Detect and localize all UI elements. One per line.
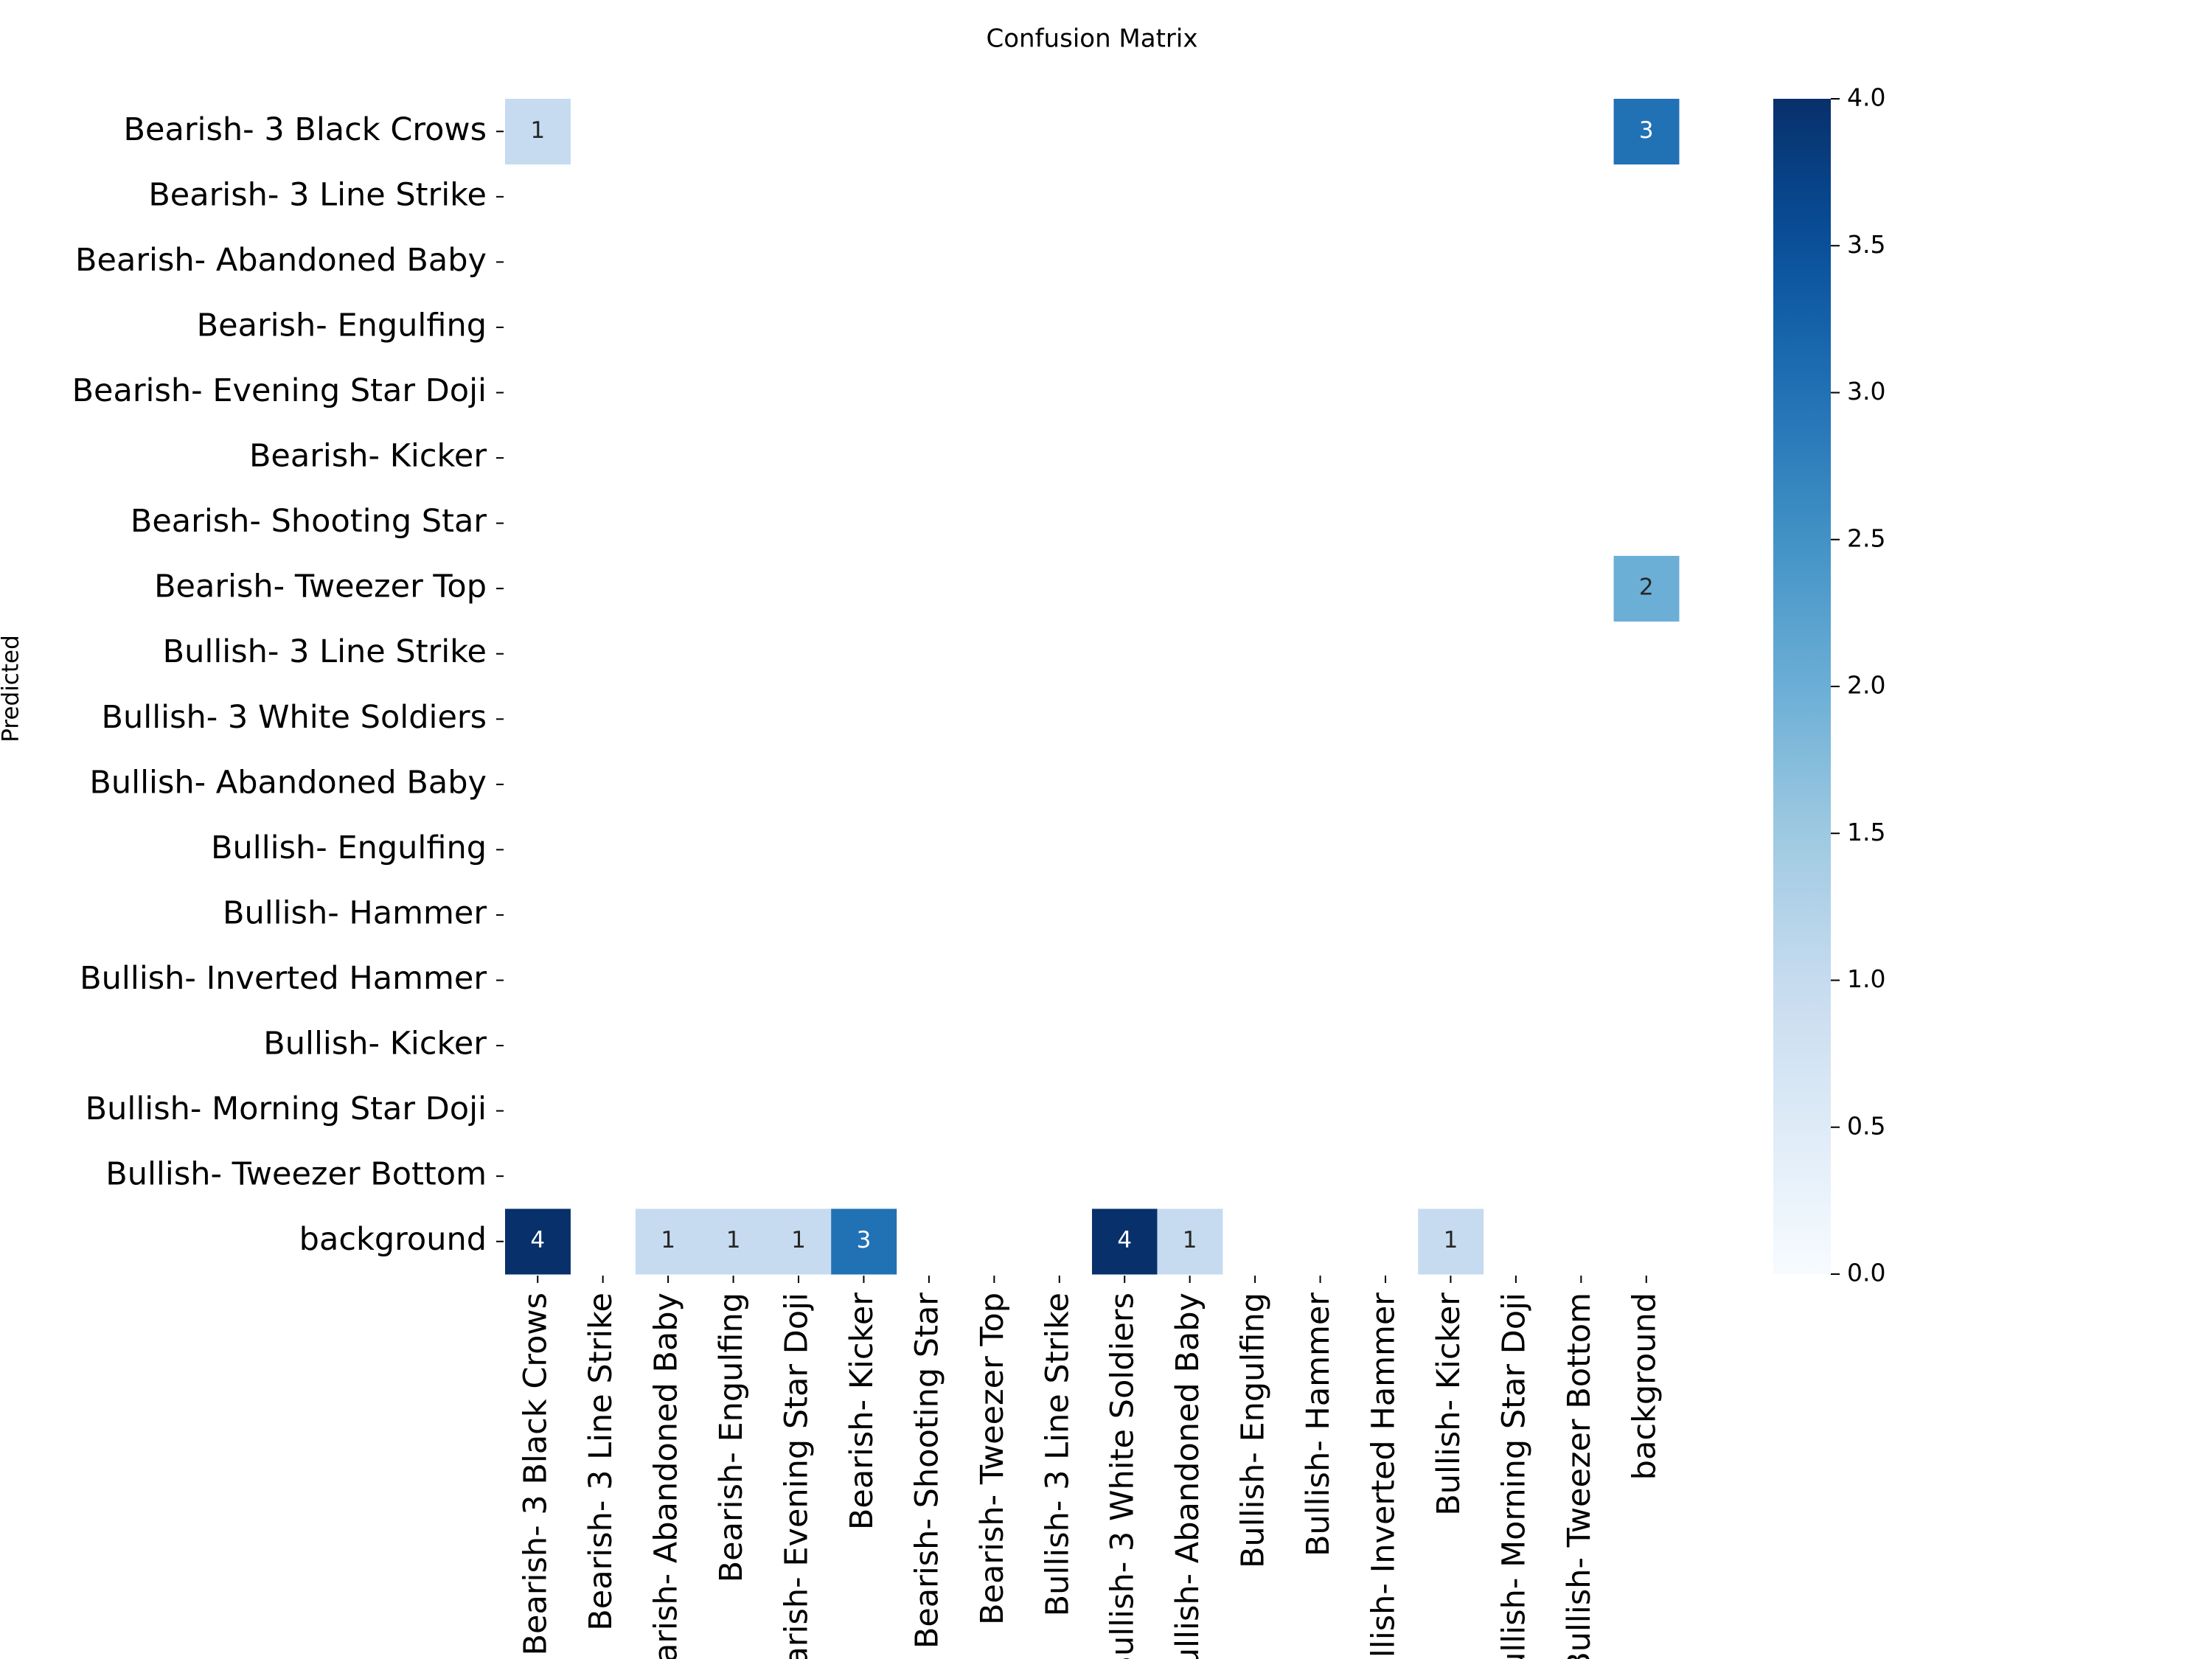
- x-tick-label: Bullish- Inverted Hammer: [1366, 1293, 1402, 1659]
- x-tick-label: Bullish- 3 White Soldiers: [1105, 1293, 1141, 1659]
- heatmap-cell: [765, 1208, 832, 1275]
- cell-label: 3: [1639, 117, 1654, 144]
- heatmap-cell: [1613, 555, 1680, 622]
- y-tick-label: Bullish- Abandoned Baby: [89, 764, 487, 801]
- x-tick-label: Bullish- Abandoned Baby: [1169, 1293, 1206, 1659]
- x-tick-label: Bullish- Morning Star Doji: [1495, 1293, 1532, 1659]
- y-tick-label: Bearish- Shooting Star: [131, 503, 487, 540]
- heatmap-cell: [635, 1208, 701, 1275]
- heatmap-cell: [505, 1208, 571, 1275]
- cell-label: 1: [661, 1227, 675, 1253]
- colorbar-tick-label: 3.0: [1847, 377, 1885, 406]
- cell-label: 2: [1639, 574, 1654, 601]
- x-tick-label: Bullish- Kicker: [1430, 1293, 1467, 1516]
- heatmap-cell: [1092, 1208, 1158, 1275]
- y-tick-label: Bullish- Tweezer Bottom: [105, 1156, 487, 1193]
- x-tick-label: Bullish- Engulfing: [1235, 1293, 1272, 1568]
- colorbar-tick-label: 2.5: [1847, 524, 1885, 552]
- y-tick-label: Bearish- 3 Black Crows: [124, 111, 487, 148]
- y-tick-label: background: [299, 1221, 487, 1258]
- x-tick-label: Bearish- Abandoned Baby: [648, 1293, 685, 1659]
- colorbar-tick-label: 0.5: [1847, 1111, 1885, 1140]
- heatmap-cell: [1418, 1208, 1484, 1275]
- y-tick-label: Bearish- Kicker: [249, 438, 487, 475]
- heatmap-cell: [1157, 1208, 1223, 1275]
- x-tick-label: Bearish- 3 Line Strike: [582, 1293, 619, 1631]
- chart-title: Confusion Matrix: [987, 24, 1198, 54]
- x-tick-label: Bearish- 3 Black Crows: [518, 1293, 554, 1655]
- y-tick-label: Bullish- Kicker: [263, 1026, 487, 1062]
- cell-label: 4: [530, 1227, 545, 1253]
- y-tick-label: Bearish- Tweezer Top: [154, 568, 487, 605]
- x-tick-label: Bearish- Kicker: [844, 1293, 880, 1530]
- colorbar-tick-label: 1.5: [1847, 818, 1885, 846]
- y-tick-label: Bearish- Abandoned Baby: [75, 242, 487, 279]
- heatmap-cell: [700, 1208, 767, 1275]
- colorbar-tick-label: 0.0: [1847, 1259, 1885, 1287]
- y-tick-label: Bullish- Hammer: [223, 894, 487, 931]
- x-tick-label: Bearish- Engulfing: [713, 1293, 750, 1582]
- x-tick-label: Bullish- Hammer: [1300, 1293, 1337, 1557]
- y-tick-label: Bullish- 3 Line Strike: [163, 633, 487, 670]
- cell-label: 1: [1444, 1227, 1458, 1253]
- x-tick-label: Bearish- Evening Star Doji: [779, 1293, 815, 1659]
- heatmap-cell: [1613, 99, 1680, 165]
- x-tick-label: Bullish- 3 Line Strike: [1039, 1293, 1076, 1616]
- y-axis-label: Predicted: [0, 635, 24, 742]
- heatmap-cell: [505, 99, 571, 165]
- cell-label: 1: [726, 1227, 741, 1253]
- y-tick-label: Bearish- Evening Star Doji: [72, 372, 487, 409]
- colorbar-tick-label: 4.0: [1847, 83, 1885, 112]
- x-tick-label: Bearish- Shooting Star: [908, 1293, 945, 1649]
- x-tick-label: Bullish- Tweezer Bottom: [1561, 1293, 1598, 1659]
- heatmap-cell: [831, 1208, 897, 1275]
- colorbar-tick-label: 3.5: [1847, 230, 1885, 259]
- y-tick-label: Bullish- Morning Star Doji: [86, 1091, 487, 1127]
- colorbar-tick-label: 1.0: [1847, 964, 1885, 993]
- x-tick-label: Bearish- Tweezer Top: [974, 1293, 1011, 1625]
- y-tick-label: Bullish- Engulfing: [211, 830, 487, 866]
- colorbar-tick-label: 2.0: [1847, 671, 1885, 700]
- x-tick-label: background: [1626, 1293, 1663, 1480]
- cell-label: 4: [1117, 1227, 1132, 1253]
- cell-label: 3: [857, 1227, 872, 1253]
- colorbar: [1773, 99, 1831, 1274]
- cell-label: 1: [530, 117, 545, 144]
- cell-label: 1: [791, 1227, 806, 1253]
- y-tick-label: Bearish- Engulfing: [197, 307, 487, 344]
- y-tick-label: Bullish- Inverted Hammer: [80, 960, 487, 997]
- y-tick-label: Bearish- 3 Line Strike: [148, 176, 487, 213]
- y-tick-label: Bullish- 3 White Soldiers: [102, 699, 487, 736]
- cell-label: 1: [1183, 1227, 1197, 1253]
